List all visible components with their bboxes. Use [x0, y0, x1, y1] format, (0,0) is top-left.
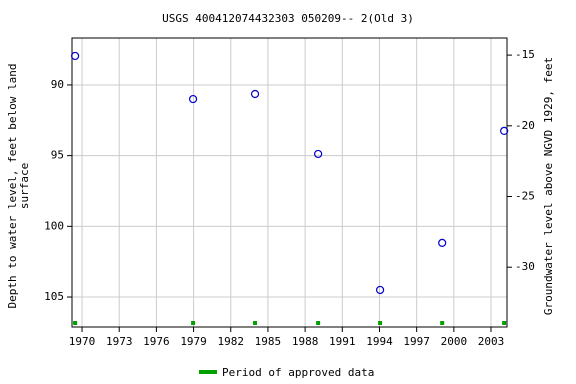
- data-point: [314, 149, 323, 159]
- x-tick-label: 1985: [255, 335, 282, 348]
- approved-marker: [378, 321, 383, 325]
- data-point: [188, 94, 198, 104]
- y-tick-label: 95: [51, 149, 64, 162]
- approved-marker: [316, 321, 321, 325]
- x-tick-label: 1976: [143, 335, 170, 348]
- x-tick-label: 1988: [292, 335, 319, 348]
- y-tick-label: 100: [44, 219, 64, 232]
- chart-title: USGS 400412074432303 050209-- 2(Old 3): [162, 12, 414, 25]
- data-point: [375, 285, 385, 295]
- legend-label: Period of approved data: [222, 366, 374, 379]
- x-tick-label: 1994: [366, 335, 393, 348]
- data-point: [250, 89, 260, 99]
- x-tick-label: 1997: [403, 335, 430, 348]
- data-point: [500, 126, 509, 135]
- y-axis-label: surface: [18, 163, 31, 209]
- approved-marker: [73, 321, 78, 325]
- approved-marker: [191, 321, 196, 325]
- data-point: [70, 51, 80, 61]
- x-tick-label: 1982: [218, 335, 245, 348]
- x-tick-label: 1979: [180, 335, 207, 348]
- y-tick-label: 105: [44, 290, 64, 303]
- x-tick-label: 1970: [69, 335, 96, 348]
- x-tick-label: 1991: [329, 335, 356, 348]
- y-axis-label: Depth to water level, feet below land: [6, 63, 19, 308]
- plot-frame: [71, 37, 508, 328]
- data-point: [438, 238, 447, 247]
- approved-marker: [253, 321, 258, 325]
- x-tick-label: 2000: [441, 335, 468, 348]
- y2-tick-label: -15: [515, 48, 535, 61]
- approved-marker: [440, 321, 445, 325]
- y2-tick-label: -30: [515, 260, 535, 273]
- y2-tick-label: -20: [515, 119, 535, 132]
- y2-axis-label: Groundwater level above NGVD 1929, feet: [542, 57, 555, 315]
- x-tick-label: 2003: [478, 335, 505, 348]
- x-tick-label: 1973: [106, 335, 133, 348]
- y-tick-label: 90: [51, 78, 64, 91]
- y2-tick-label: -25: [515, 189, 535, 202]
- approved-marker: [502, 321, 507, 325]
